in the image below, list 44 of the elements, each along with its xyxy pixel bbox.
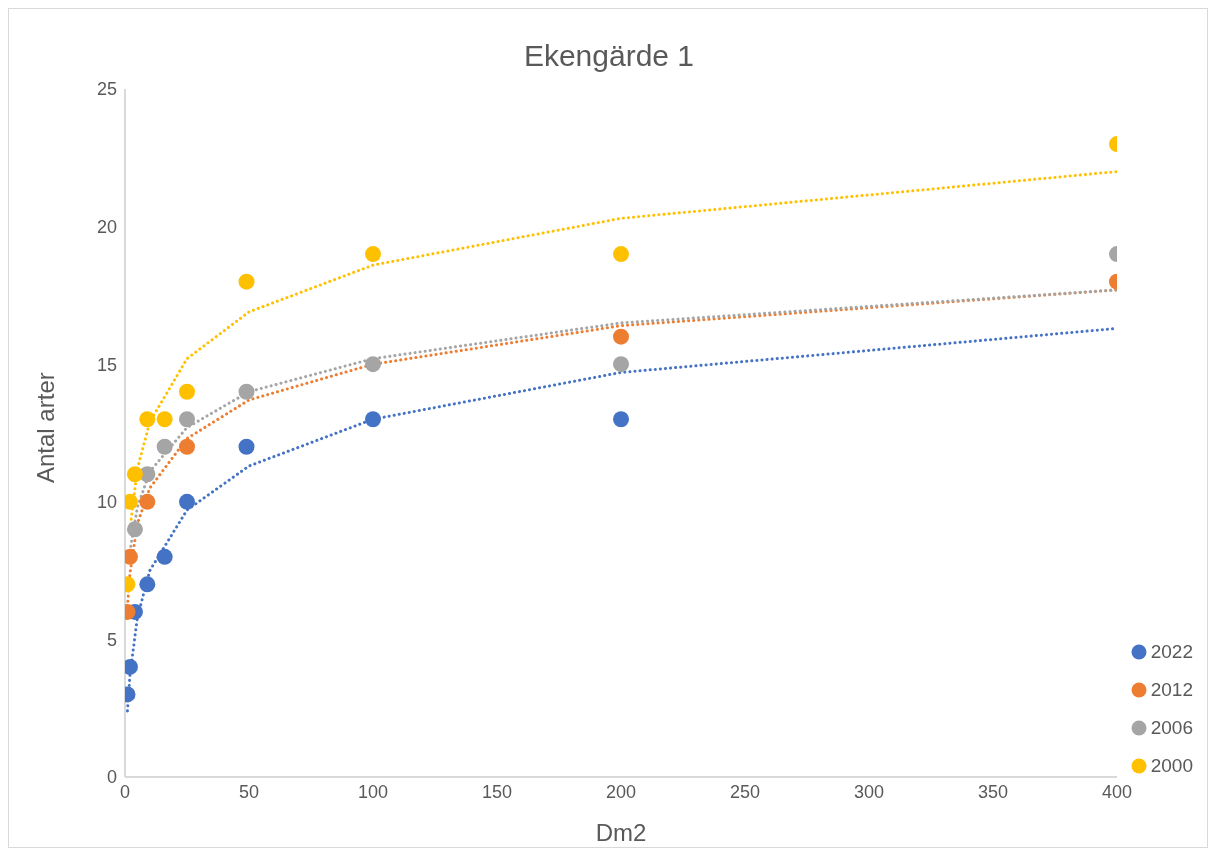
x-tick-label: 50	[238, 781, 260, 802]
point	[238, 383, 255, 400]
point	[365, 356, 381, 373]
point	[365, 411, 381, 428]
point	[365, 246, 381, 263]
y-tick-label: 20	[96, 216, 117, 237]
point	[179, 438, 195, 455]
point	[613, 328, 629, 345]
x-tick-label: 300	[853, 781, 885, 802]
point	[156, 548, 173, 565]
point	[238, 273, 255, 290]
x-tick-label: 0	[119, 781, 131, 802]
x-tick-label: 350	[977, 781, 1009, 802]
point	[139, 576, 156, 593]
y-tick-label: 0	[106, 767, 117, 788]
point	[179, 411, 195, 428]
point	[156, 438, 173, 455]
chart-title: Ekengärde 1	[522, 39, 696, 73]
point	[238, 438, 255, 455]
legend-label: 2006	[1150, 717, 1193, 739]
legend-label: 2000	[1150, 755, 1193, 777]
y-tick-label: 10	[96, 492, 117, 513]
point	[179, 383, 195, 400]
x-tick-label: 250	[729, 781, 761, 802]
point	[613, 246, 629, 263]
y-tick-label: 15	[96, 354, 117, 375]
point	[126, 521, 143, 538]
point	[613, 356, 629, 373]
y-tick-label: 25	[96, 79, 117, 100]
y-axis-title: Antal arter	[31, 372, 59, 483]
x-tick-label: 150	[481, 781, 513, 802]
point	[613, 411, 629, 428]
x-tick-label: 100	[357, 781, 389, 802]
legend-label: 2012	[1150, 679, 1193, 701]
legend-label: 2022	[1150, 641, 1193, 663]
x-tick-label: 400	[1101, 781, 1133, 802]
line-series	[125, 326, 1117, 713]
x-tick-label: 200	[605, 781, 637, 802]
point	[126, 466, 143, 483]
point	[139, 411, 156, 428]
x-axis-title: Dm2	[595, 819, 647, 846]
point	[156, 411, 173, 428]
point	[179, 493, 195, 510]
y-tick-label: 5	[106, 629, 117, 650]
